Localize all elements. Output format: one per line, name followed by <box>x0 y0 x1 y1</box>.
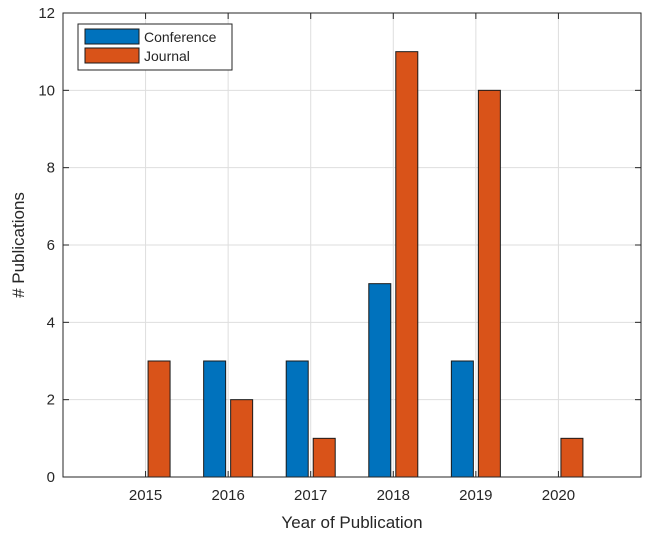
legend-label-journal: Journal <box>144 48 190 64</box>
bar-conference-2017 <box>285 360 309 478</box>
bar-journal-2017 <box>312 437 336 478</box>
y-tick-label: 8 <box>47 160 55 177</box>
bar-journal-2016 <box>230 399 254 478</box>
legend-swatch-journal <box>84 47 140 64</box>
tick-marks <box>63 12 641 478</box>
y-tick-labels: 0 2 4 6 8 10 12 <box>38 5 55 486</box>
x-tick-label: 2020 <box>542 487 575 504</box>
x-axis-label: Year of Publication <box>281 513 422 532</box>
x-tick-label: 2018 <box>377 487 410 504</box>
y-tick-label: 10 <box>38 82 55 99</box>
y-tick-label: 6 <box>47 237 55 254</box>
x-tick-label: 2015 <box>129 487 162 504</box>
y-tick-label: 12 <box>38 5 55 22</box>
y-tick-label: 2 <box>47 392 55 409</box>
x-tick-labels: 2015 2016 2017 2018 2019 2020 <box>129 487 575 504</box>
bar-journal-2015 <box>147 360 171 478</box>
bar-conference-2018 <box>368 283 392 478</box>
y-tick-label: 4 <box>47 314 55 331</box>
y-axis-label: # Publications <box>9 192 28 298</box>
bar-journal-2020 <box>560 437 584 478</box>
bar-journal-2019 <box>477 89 501 478</box>
x-tick-label: 2016 <box>211 487 244 504</box>
x-tick-label: 2019 <box>459 487 492 504</box>
bar-conference-2016 <box>203 360 227 478</box>
legend: Conference Journal <box>77 23 233 71</box>
bar-conference-2019 <box>450 360 474 478</box>
legend-label-conference: Conference <box>144 29 217 45</box>
y-tick-label: 0 <box>47 469 55 486</box>
legend-swatch-conference <box>84 28 140 45</box>
bars <box>147 51 584 478</box>
x-tick-label: 2017 <box>294 487 327 504</box>
bar-journal-2018 <box>395 51 419 478</box>
